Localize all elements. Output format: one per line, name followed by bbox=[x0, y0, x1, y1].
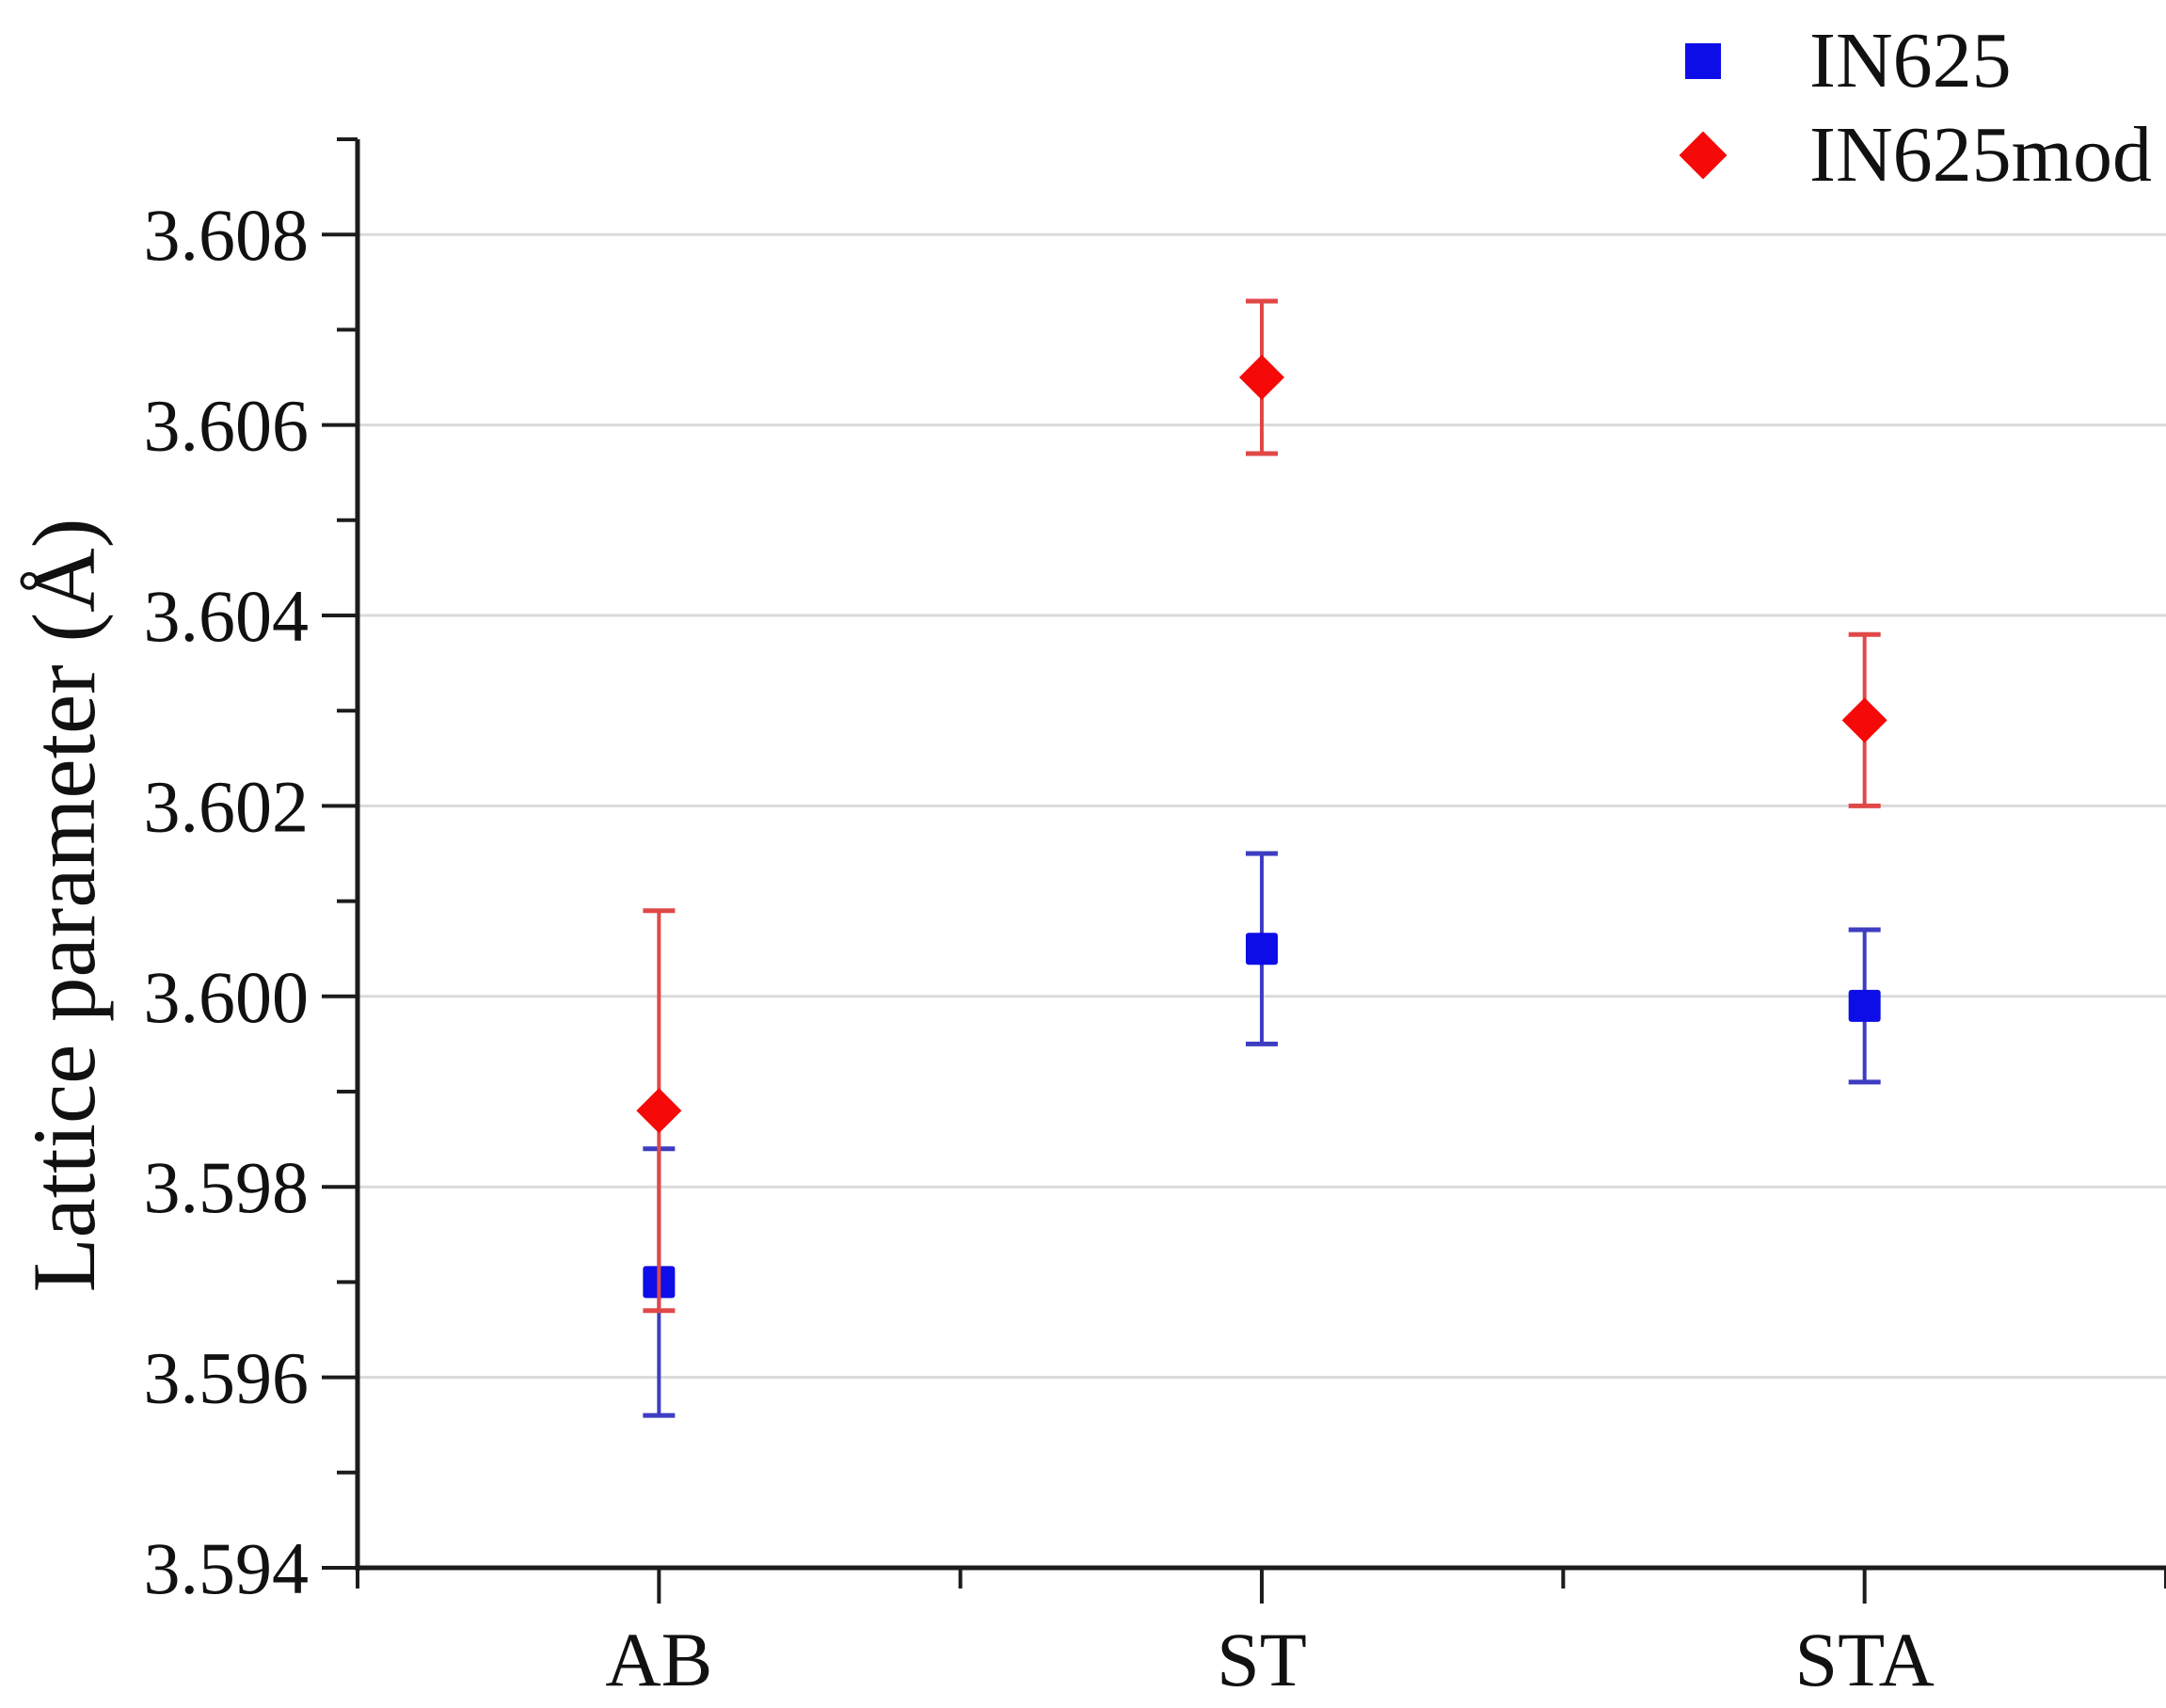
legend-label: IN625 bbox=[1809, 17, 2012, 104]
y-axis-title: Lattice parameter (Å) bbox=[14, 518, 114, 1293]
y-tick-label: 3.596 bbox=[144, 1337, 310, 1419]
y-tick-label: 3.600 bbox=[144, 956, 310, 1038]
data-point-marker bbox=[1246, 933, 1278, 966]
x-tick-label: AB bbox=[605, 1617, 712, 1702]
y-tick-label: 3.606 bbox=[144, 385, 310, 467]
legend-label: IN625mod bbox=[1809, 111, 2152, 199]
y-tick-label: 3.602 bbox=[144, 765, 310, 847]
legend: IN625 IN625mod bbox=[1665, 0, 2166, 216]
y-tick-label: 3.604 bbox=[144, 575, 310, 657]
data-point-marker bbox=[1848, 989, 1881, 1022]
diamond-icon bbox=[1679, 131, 1728, 180]
data-point-marker bbox=[1841, 697, 1887, 743]
legend-item-in625: IN625 bbox=[1665, 14, 2012, 108]
data-point-marker bbox=[1239, 355, 1284, 400]
x-tick-label: STA bbox=[1794, 1617, 1934, 1702]
x-tick-label: ST bbox=[1217, 1617, 1307, 1702]
legend-marker-wrap bbox=[1665, 108, 1741, 202]
y-tick-label: 3.608 bbox=[144, 194, 310, 276]
legend-item-in625mod: IN625mod bbox=[1665, 108, 2152, 202]
data-point-marker bbox=[636, 1088, 682, 1134]
y-tick-label: 3.598 bbox=[144, 1146, 310, 1228]
square-icon bbox=[1685, 43, 1721, 79]
y-tick-label: 3.594 bbox=[144, 1527, 310, 1609]
legend-marker-wrap bbox=[1665, 14, 1741, 108]
